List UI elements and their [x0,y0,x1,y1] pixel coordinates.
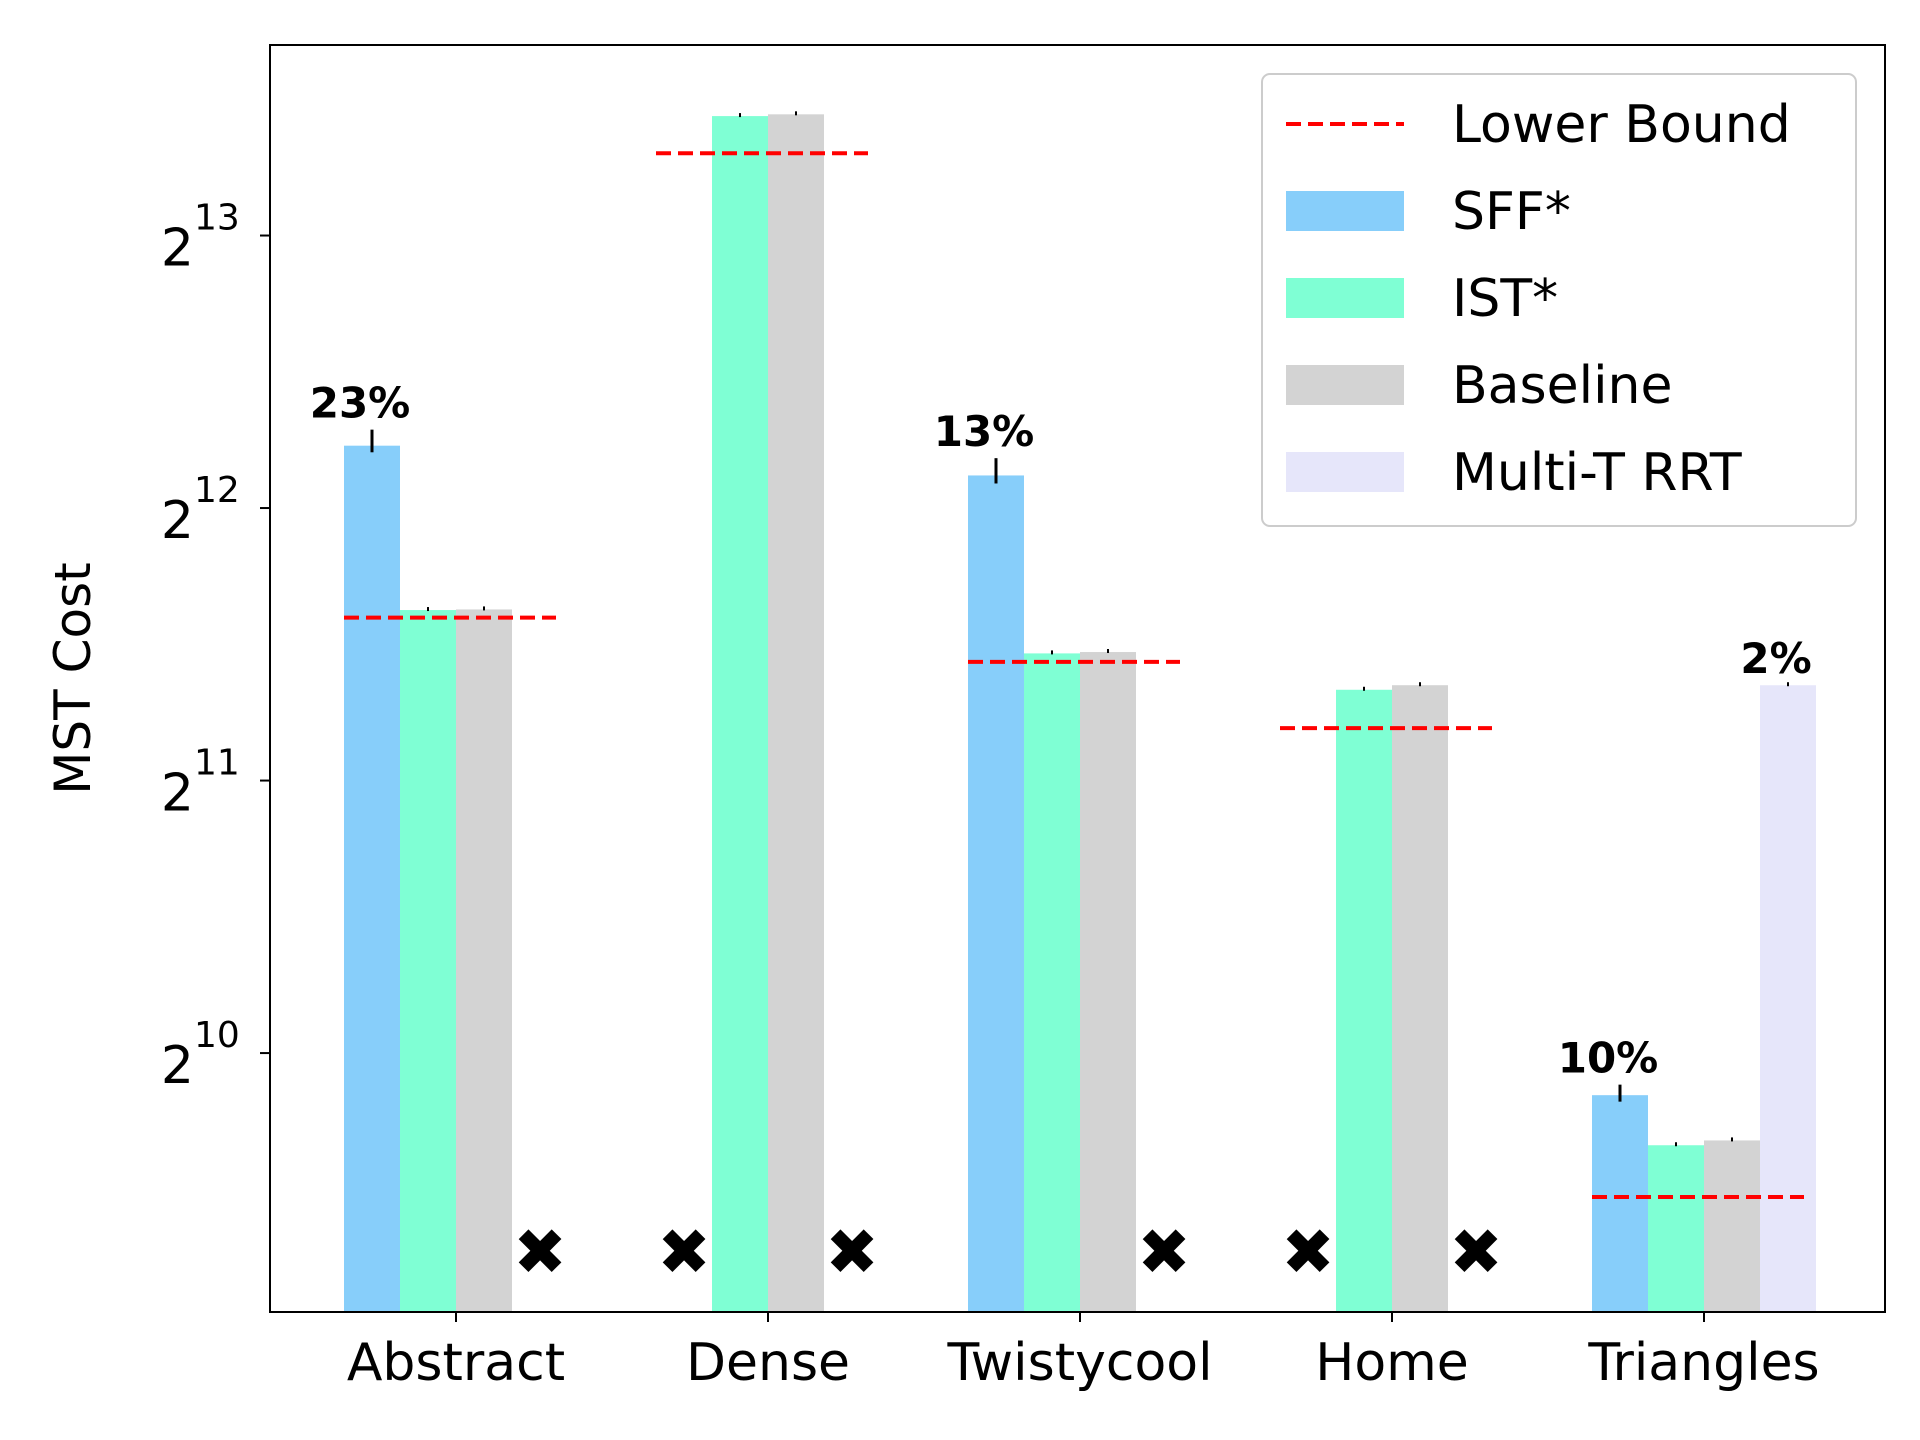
y-tick-label-13: 2 [161,219,194,279]
y-tick-exponent-12: 12 [194,470,240,511]
bar-ist--triangles [1648,1145,1704,1312]
x-tick-label-twistycool: Twistycool [946,1333,1212,1393]
failure-marker-multi-t-rrt-abstract: ✖ [513,1216,567,1290]
plot-area: ✖ ✖ ✖ ✖ ✖ ✖ 23% 13% 10% 2% [310,111,1816,1313]
y-tick-label-11: 2 [161,764,194,824]
bar-baseline-dense [768,114,824,1312]
x-tick-label-dense: Dense [686,1333,850,1393]
bar-ist--dense [712,116,768,1313]
bar-multi-t-rrt-triangles [1760,685,1816,1312]
bar-sff--triangles [1592,1095,1648,1312]
y-tick-exponent-13: 13 [194,198,240,239]
legend-label-baseline: Baseline [1452,356,1672,416]
legend-swatch-multi-t-rrt [1286,452,1404,492]
failure-marker-sff--home: ✖ [1281,1216,1335,1290]
legend-label-ist-: IST* [1452,269,1558,329]
failure-marker-multi-t-rrt-home: ✖ [1449,1216,1503,1290]
bar-ist--home [1336,689,1392,1312]
annotation-23pct-abstract: 23% [310,379,411,428]
x-tick-label-triangles: Triangles [1587,1333,1819,1393]
bar-sff--twistycool [968,475,1024,1313]
y-tick-label-10: 2 [161,1036,194,1096]
bar-baseline-home [1392,685,1448,1312]
annotation-13pct-twistycool: 13% [934,407,1035,456]
bar-baseline-abstract [456,609,512,1312]
legend-swatch-ist- [1286,278,1404,318]
legend-label-multi-t-rrt: Multi-T RRT [1452,443,1742,503]
y-tick-exponent-10: 10 [194,1015,240,1056]
legend-box [1261,73,1857,527]
legend-label-lower-bound: Lower Bound [1452,95,1791,155]
annotation-2pct-triangles: 2% [1740,634,1811,683]
y-axis-label: MST Cost [44,562,102,794]
legend: Lower Bound SFF* IST* Baseline Multi-T RRT [1261,73,1857,527]
failure-marker-multi-t-rrt-dense: ✖ [825,1216,879,1290]
x-tick-label-abstract: Abstract [347,1333,565,1393]
bar-ist--abstract [400,610,456,1312]
tick-labels: Abstract Dense Twistycool Home Triangles2102… [161,198,1820,1393]
bar-ist--twistycool [1024,653,1080,1312]
failure-marker-multi-t-rrt-twistycool: ✖ [1137,1216,1191,1290]
legend-swatch-baseline [1286,365,1404,405]
bar-baseline-twistycool [1080,652,1136,1312]
y-tick-label-12: 2 [161,491,194,551]
failure-marker-sff--dense: ✖ [657,1216,711,1290]
bar-baseline-triangles [1704,1140,1760,1312]
y-tick-exponent-11: 11 [194,743,240,784]
legend-label-sff-: SFF* [1452,182,1571,242]
legend-swatch-sff- [1286,191,1404,231]
bar-sff--abstract [344,445,400,1312]
axes-frame [269,44,1886,1313]
annotation-10pct-triangles: 10% [1558,1034,1659,1083]
x-tick-label-home: Home [1315,1333,1469,1393]
